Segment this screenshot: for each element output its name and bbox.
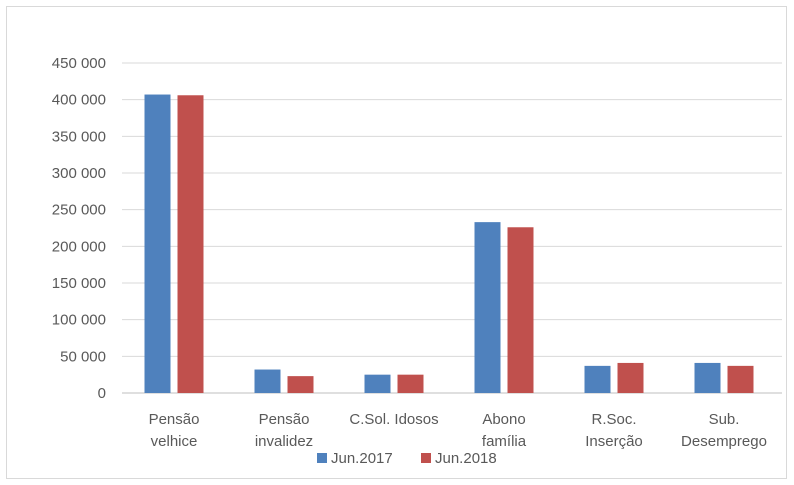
category-label: Abono família <box>482 411 527 450</box>
bar-jun-2018 <box>507 227 534 393</box>
y-tick-label: 50 000 <box>60 348 106 365</box>
bar-jun-2017 <box>474 222 501 393</box>
bar-jun-2017 <box>694 362 721 393</box>
category-label-line: Inserção <box>585 433 643 450</box>
category-label-line: Pensão <box>259 411 310 428</box>
y-tick-label: 150 000 <box>52 275 106 292</box>
bar-jun-2018 <box>727 365 754 393</box>
bar-jun-2017 <box>254 369 281 393</box>
y-tick-label: 250 000 <box>52 202 106 219</box>
y-tick-label: 0 <box>98 385 106 402</box>
category-label-line: Desemprego <box>681 433 767 450</box>
bar-jun-2018 <box>287 376 314 393</box>
category-label-line: R.Soc. <box>591 411 636 428</box>
category-label-line: velhice <box>151 433 198 450</box>
bar-jun-2017 <box>364 374 391 393</box>
legend-swatch <box>421 453 431 463</box>
category-label: R.Soc. Inserção <box>585 411 643 450</box>
y-tick-label: 300 000 <box>52 165 106 182</box>
category-label: Sub. Desemprego <box>681 411 767 450</box>
legend-label: Jun.2018 <box>435 450 497 467</box>
category-label-line: invalidez <box>255 433 313 450</box>
chart-frame <box>6 6 787 479</box>
category-label-line: Pensão <box>149 411 200 428</box>
y-tick-label: 200 000 <box>52 238 106 255</box>
category-label-line: Abono <box>482 411 525 428</box>
legend-label: Jun.2017 <box>331 450 393 467</box>
category-label: Pensão velhice <box>149 411 200 450</box>
bar-jun-2018 <box>177 95 204 394</box>
category-label: Pensão invalidez <box>255 411 313 450</box>
y-tick-label: 100 000 <box>52 312 106 329</box>
bar-jun-2017 <box>144 94 171 394</box>
category-label: C.Sol. Idosos <box>349 411 438 428</box>
y-tick-label: 400 000 <box>52 92 106 109</box>
category-label-line: família <box>482 433 527 450</box>
category-label-line: C.Sol. Idosos <box>349 411 438 428</box>
y-tick-label: 350 000 <box>52 128 106 145</box>
legend-swatch <box>317 453 327 463</box>
category-label-line: Sub. <box>709 411 740 428</box>
bar-jun-2018 <box>617 362 644 393</box>
bar-jun-2017 <box>584 365 611 393</box>
bar-jun-2018 <box>397 374 424 393</box>
y-tick-label: 450 000 <box>52 55 106 72</box>
